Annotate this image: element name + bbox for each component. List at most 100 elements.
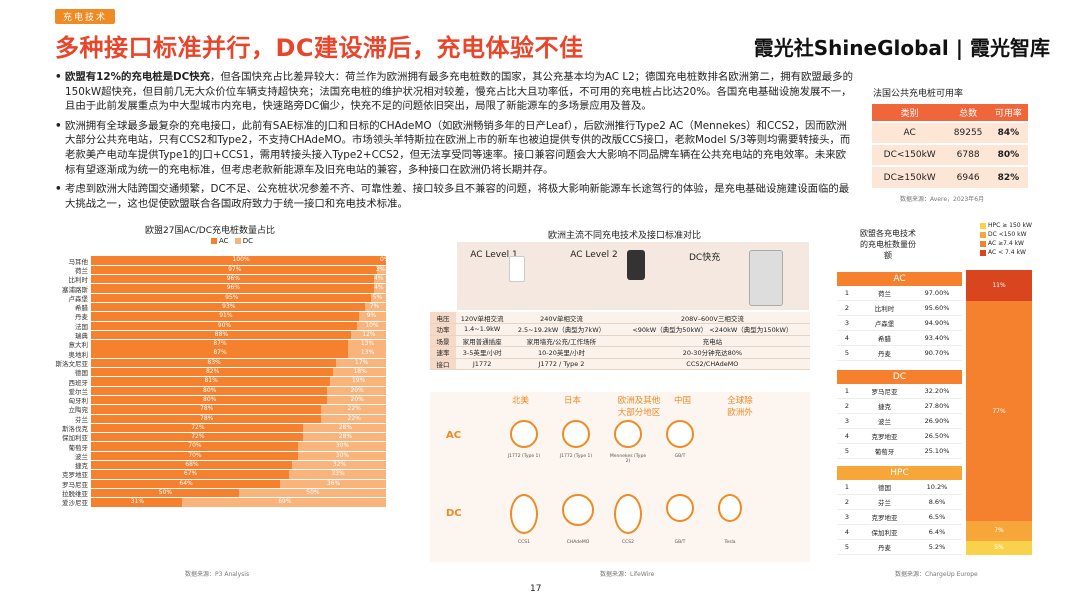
bar-category-label: 爱沙尼亚	[62, 499, 88, 508]
bar-dc-label: 20%	[350, 386, 364, 394]
ac-row-label: AC	[446, 430, 462, 441]
bar-dc-label: 4%	[374, 275, 384, 283]
ranking-header: AC	[837, 272, 962, 286]
legend-swatch	[980, 222, 986, 229]
bar-row: 希腊 93% 7%	[55, 302, 395, 313]
ranking-hpc: HPC 1 德国 10.2% 2 芬兰 8.6% 3 克罗地亚 6.5% 4 保加利亚 6.4% 5 丹麦 5…	[837, 466, 962, 555]
bar-category-label: 希腊	[75, 304, 88, 313]
bar-ac-label: 72%	[191, 423, 205, 431]
ranking-row: 4 克罗地亚 26.50%	[837, 429, 962, 444]
gbt-plug-icon	[666, 420, 694, 448]
bullet-item: 欧洲拥有全球最多最复杂的充电接口，此前有SAE标准的J口和日标的CHAdeMO（…	[55, 119, 855, 177]
table-row: 电压 120V单相交流 240V单相交流 208V–600V三相交流	[430, 312, 810, 324]
bar-category-label: 意大利	[68, 341, 89, 350]
bar-ac-label: 96%	[226, 275, 240, 283]
comparison-title: 欧洲主流不同充电技术及接口标准对比	[548, 231, 702, 241]
bar-dc	[374, 275, 386, 284]
comparison-source: 数据来源：LifeWire	[600, 571, 655, 578]
table-row: DC≥150kW 6946 82%	[872, 165, 1028, 188]
bar-dc	[347, 349, 386, 358]
bar-ac	[91, 368, 333, 377]
ranking-row: 1 罗马尼亚 32.20%	[837, 384, 962, 399]
table-row: DC<150kW 6788 80%	[872, 143, 1028, 166]
chademo-plug-icon	[562, 494, 594, 526]
legend-swatch-ac	[211, 238, 217, 244]
bar-category-label: 爱尔兰	[68, 387, 89, 396]
france-source: 数据来源：Avere，2023年6月	[900, 196, 985, 203]
bar-dc	[377, 265, 386, 275]
legend-label: DC <150 kW	[988, 231, 1027, 238]
type2-plug-icon	[614, 420, 642, 448]
bar-row: 波兰 70% 30%	[55, 451, 395, 461]
bar-row: 奥地利 87% 13%	[55, 349, 395, 359]
bar-ac-label: 50%	[158, 488, 173, 496]
bar-dc-label: 9%	[366, 312, 377, 320]
bar-ac	[91, 330, 351, 340]
bar-category-label: 葡萄牙	[68, 443, 89, 452]
bar-dc-label: 18%	[353, 368, 367, 376]
table-row: 速率 3-5英里/小时 10-20英里/小时 20-30分钟充达80%	[430, 346, 810, 359]
plug-caption: Mennekes (Type 2)	[609, 454, 647, 464]
bar-category-label: 罗马尼亚	[62, 480, 88, 489]
bar-row: 塞浦路斯 96% 4%	[55, 284, 395, 294]
bar-ac	[91, 423, 304, 433]
ranking-row: 3 克罗地亚 6.5%	[837, 510, 962, 525]
bar-ac	[91, 479, 280, 488]
bar-dc	[365, 302, 386, 312]
plug-caption: CCS1	[517, 540, 530, 545]
ranking-source: 数据来源：ChargeUp Europe	[895, 571, 978, 578]
wall-outlet-icon	[509, 256, 525, 282]
plug-caption: CCS2	[621, 540, 634, 545]
bar-row: 捷克 68% 32%	[55, 460, 395, 471]
ranking-title: 欧盟各充电技术的充电桩数量份额	[860, 229, 916, 260]
bar-ac-label: 93%	[222, 302, 236, 310]
col-label: DC快充	[689, 253, 721, 263]
page-number: 17	[530, 584, 542, 594]
bar-category-label: 捷克	[75, 462, 88, 471]
bar-row: 爱尔兰 80% 20%	[55, 386, 395, 396]
bar-ac	[91, 284, 375, 293]
bar-category-label: 荷兰	[75, 266, 88, 275]
bar-dc	[374, 284, 386, 293]
bar-category-label: 斯洛伐克	[62, 425, 88, 433]
bar-ac-label: 64%	[179, 479, 193, 487]
ranking-row: 5 丹麦 5.2%	[837, 540, 962, 555]
wallbox-icon	[627, 250, 645, 280]
legend-swatch	[980, 240, 986, 247]
bar-row: 葡萄牙 70% 30%	[55, 442, 395, 452]
bar-row: 马耳他 100% 0%	[55, 256, 395, 266]
ranking-header: DC	[837, 370, 962, 384]
bar-ac	[91, 433, 304, 442]
bar-category-label: 比利时	[68, 276, 89, 285]
ranking-row: 5 丹麦 90.70%	[837, 346, 962, 361]
bar-dc-label: 22%	[347, 414, 361, 422]
ranking-row: 2 比利时 95.60%	[837, 301, 962, 316]
legend-swatch	[980, 249, 986, 256]
bullet-list: 欧盟有12%的充电桩是DC快充，但各国快充占比差异较大：荷兰作为欧洲拥有最多充电…	[55, 70, 855, 216]
bar-dc	[332, 368, 386, 377]
col-label: AC Level 1	[470, 250, 518, 260]
ranking-row: 4 希腊 93.40%	[837, 331, 962, 346]
bar-dc-label: 36%	[326, 479, 341, 487]
bar-ac-label: 96%	[226, 284, 240, 292]
table-header: 类别	[872, 104, 948, 122]
bar-row: 匈牙利 80% 20%	[55, 395, 395, 405]
bar-ac-label: 90%	[217, 321, 232, 329]
bar-dc	[288, 470, 386, 479]
bar-dc	[329, 377, 386, 386]
bar-row: 斯洛文尼亚 83% 17%	[55, 358, 395, 368]
bar-dc	[327, 395, 386, 405]
bar-dc	[182, 498, 386, 507]
stack-segment: 7%	[966, 520, 1032, 541]
bar-row: 比利时 96% 4%	[55, 275, 395, 284]
ranking-row: 1 荷兰 97.00%	[837, 286, 962, 301]
bar-dc-label: 4%	[374, 284, 384, 292]
ranking-ac: AC 1 荷兰 97.00% 2 比利时 95.60% 3 卢森堡 94.90% 4 希腊 93.40%…	[837, 272, 962, 361]
dc-charger-icon	[749, 250, 783, 306]
bar-ac-label: 80%	[203, 386, 217, 394]
bar-ac-label: 68%	[185, 460, 199, 468]
region-label: 北美	[512, 396, 530, 406]
bar-dc-label: 69%	[278, 498, 292, 506]
france-table: 类别 总数 可用率 AC 89255 84% DC<150kW 6788 80% DC≥…	[872, 104, 1028, 188]
bar-row: 芬兰 78% 22%	[55, 414, 395, 424]
